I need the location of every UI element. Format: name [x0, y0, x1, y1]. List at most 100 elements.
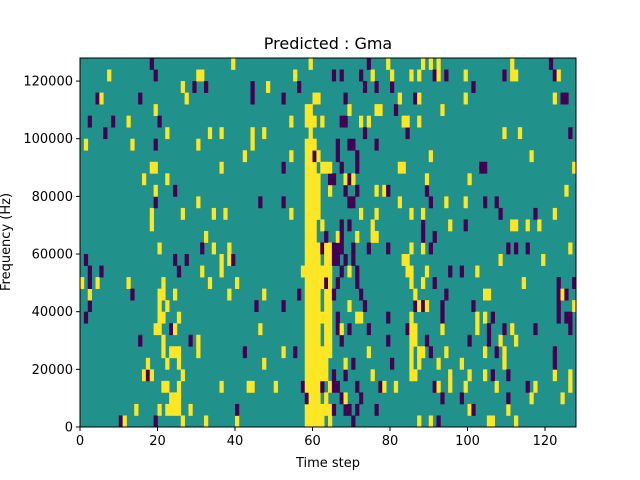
heatmap-cell [463, 380, 468, 393]
heatmap-cell [328, 323, 333, 336]
heatmap-cell [153, 104, 158, 117]
heatmap-cell [428, 58, 433, 70]
heatmap-cell [211, 207, 216, 220]
heatmap-cell [432, 380, 437, 393]
heatmap-cell [471, 403, 476, 416]
heatmap-cell [432, 69, 437, 82]
heatmap-cell [359, 69, 364, 82]
heatmap-cell [440, 300, 445, 313]
heatmap-cell [328, 403, 333, 416]
heatmap-cell [308, 58, 313, 70]
heatmap-cell [320, 311, 325, 324]
heatmap-cell [521, 277, 526, 289]
heatmap-cell [320, 277, 325, 289]
heatmap-cell [304, 311, 309, 324]
heatmap-cell [331, 403, 337, 416]
heatmap-cell [459, 392, 464, 405]
heatmap-cell [572, 161, 577, 174]
heatmap-cell [192, 81, 197, 93]
heatmap-cell [184, 92, 189, 105]
heatmap-cell [126, 277, 131, 289]
heatmap-cell [324, 300, 329, 313]
heatmap-cell [312, 161, 317, 174]
heatmap-cell [293, 346, 298, 359]
heatmap-cell [370, 230, 375, 243]
heatmap-cell [335, 323, 340, 336]
heatmap-cell [227, 254, 232, 266]
heatmap-cell [281, 346, 286, 359]
heatmap-cell [231, 254, 236, 266]
heatmap-cells [80, 58, 577, 428]
heatmap-cell [83, 311, 89, 324]
heatmap-cell [366, 242, 371, 255]
heatmap-cell [153, 184, 158, 197]
heatmap-cell [355, 380, 360, 393]
heatmap-cell [552, 357, 557, 370]
heatmap-cell [560, 92, 565, 105]
heatmap-cell [552, 69, 557, 82]
heatmap-cell [304, 415, 309, 428]
heatmap-cell [304, 138, 309, 151]
heatmap-cell [351, 138, 356, 151]
heatmap-cell [421, 300, 426, 313]
heatmap-cell [250, 81, 255, 93]
heatmap-cell [401, 254, 406, 266]
heatmap-cell [250, 380, 255, 393]
heatmap-cell [463, 69, 468, 82]
heatmap-cell [444, 196, 449, 209]
heatmap-cell [312, 207, 317, 220]
heatmap-cell [149, 58, 154, 70]
heatmap-cell [308, 403, 313, 416]
heatmap-cell [258, 196, 263, 209]
heatmap-cell [479, 161, 484, 174]
heatmap-cell [556, 69, 561, 82]
heatmap-cell [359, 392, 364, 405]
heatmap-cell [436, 415, 441, 428]
heatmap-cell [413, 323, 418, 336]
heatmap-cell [200, 242, 205, 255]
heatmap-cell [459, 357, 464, 370]
heatmap-cell [359, 207, 364, 220]
heatmap-cell [308, 369, 313, 382]
heatmap-cell [281, 196, 286, 209]
heatmap-cell [506, 369, 511, 382]
x-tick-label: 20 [149, 434, 166, 449]
heatmap-cell [324, 161, 329, 174]
heatmap-cell [436, 69, 441, 82]
heatmap-cell [250, 127, 255, 140]
heatmap-cell [308, 334, 313, 347]
heatmap-cell [165, 357, 170, 370]
heatmap-cell [510, 323, 515, 336]
heatmap-cell [486, 323, 492, 336]
heatmap-cell [308, 311, 313, 324]
heatmap-cell [490, 415, 495, 428]
heatmap-cell [308, 242, 313, 255]
heatmap-cell [328, 184, 333, 197]
heatmap-cell [351, 173, 356, 186]
heatmap-cell [335, 380, 340, 393]
heatmap-cell [231, 58, 236, 70]
heatmap-cell [386, 334, 391, 347]
heatmap-cell [335, 242, 340, 255]
heatmap-cell [424, 184, 430, 197]
heatmap-cell [339, 161, 344, 174]
heatmap-cell [552, 346, 557, 359]
heatmap-cell [355, 230, 360, 243]
heatmap-cell [436, 380, 441, 393]
heatmap-cell [316, 184, 321, 197]
heatmap-cell [471, 300, 476, 313]
heatmap-cell [533, 207, 538, 220]
heatmap-cell [421, 207, 426, 220]
heatmap-cell [510, 219, 515, 232]
heatmap-cell [483, 311, 488, 324]
heatmap-cell [343, 392, 348, 405]
heatmap-cell [304, 346, 309, 359]
heatmap-cell [161, 277, 166, 289]
heatmap-cell [312, 150, 317, 163]
heatmap-cell [347, 173, 352, 186]
heatmap-cell [347, 300, 352, 313]
heatmap-cell [409, 69, 414, 82]
heatmap-cell [514, 334, 519, 347]
heatmap-cell [320, 357, 325, 370]
heatmap-cell [180, 81, 185, 93]
